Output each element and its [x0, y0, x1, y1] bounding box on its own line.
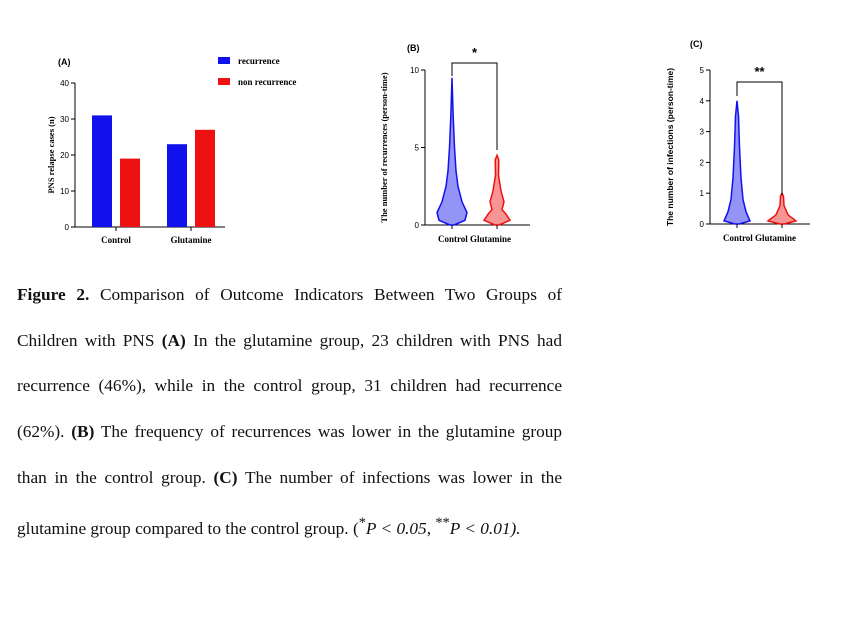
caption-b-label: (B): [71, 422, 95, 442]
significance-bracket: [451, 62, 498, 150]
panel-label: (C): [690, 39, 703, 49]
bar-control-non-recurrence: [120, 158, 140, 227]
y-tick-label: 0: [415, 221, 420, 230]
y-tick-label: 4: [700, 97, 705, 106]
violin-glutamine: [766, 191, 798, 225]
caption-b-text: The frequency of recurrences was lower i…: [17, 422, 563, 487]
caption-c-text: The number of infections was lower in th…: [17, 467, 562, 538]
caption-p1-text: P < 0.05,: [365, 518, 436, 538]
bar-glutamine-non-recurrence: [195, 129, 215, 227]
y-tick-label: 0: [700, 220, 705, 229]
significance-marker: *: [472, 45, 478, 60]
caption-p2-text: P < 0.01).: [449, 518, 521, 538]
bar-control-recurrence: [92, 115, 112, 227]
bar-glutamine-recurrence: [167, 144, 187, 227]
y-axis-title: The number of recurrences (person-time): [379, 72, 389, 222]
figure-caption: Figure 2. Comparison of Outcome Indicato…: [17, 272, 562, 551]
violin-control: [722, 100, 752, 225]
violin-chart-svg-c: (C) 0 1 2 3 4 5 The number of infections (perso…: [665, 39, 810, 243]
y-tick-label: 20: [60, 151, 69, 160]
y-axis-title: The number of infections (person-time): [665, 68, 675, 226]
violin-glutamine: [482, 153, 512, 226]
panel-label: (B): [407, 43, 420, 53]
x-tick-label: Control: [101, 235, 131, 245]
caption-p1-sup: *: [358, 514, 366, 531]
caption-c-label: (C): [213, 467, 238, 487]
caption-a-label: (A): [161, 330, 186, 350]
violin-control: [436, 77, 468, 226]
y-tick-label: 10: [410, 66, 419, 75]
caption-a-text: In the glutamine group, 23 children with…: [17, 330, 562, 442]
x-tick-labels: Control Glutamine: [438, 234, 511, 244]
x-tick-labels: Control Glutamine: [723, 233, 796, 243]
y-tick-label: 40: [60, 79, 69, 88]
y-tick-label: 10: [60, 187, 69, 196]
legend-label: non recurrence: [238, 77, 296, 87]
y-tick-label: 1: [700, 189, 705, 198]
legend-swatch: [218, 78, 230, 85]
violin-chart-svg-b: (B) 0 5 10 The number of recurrences (person…: [379, 43, 530, 244]
significance-bracket: [736, 81, 783, 195]
y-tick-label: 5: [700, 66, 705, 75]
caption-p2-sup: **: [435, 514, 450, 531]
bar-chart-svg: (A) 0 10 20 30 40 PNS relapse cases (n) Control…: [46, 56, 296, 245]
legend-label: recurrence: [238, 56, 280, 66]
violin-chart-panel-b: (B) 0 5 10 The number of recurrences (person…: [370, 30, 540, 270]
x-tick-label: Glutamine: [170, 235, 211, 245]
caption-figure-label: Figure 2.: [17, 285, 90, 304]
y-axis-title: PNS relapse cases (n): [46, 116, 56, 193]
y-tick-label: 3: [700, 128, 705, 137]
y-tick-label: 0: [65, 223, 70, 232]
bar-chart-panel-a: (A) 0 10 20 30 40 PNS relapse cases (n) Control…: [40, 40, 340, 270]
y-tick-label: 2: [700, 158, 705, 167]
panel-label-a: (A): [58, 57, 71, 67]
violin-chart-panel-c: (C) 0 1 2 3 4 5 The number of infections (perso…: [660, 25, 830, 265]
y-tick-label: 30: [60, 115, 69, 124]
y-tick-label: 5: [415, 144, 420, 153]
significance-marker: **: [754, 64, 765, 79]
legend-swatch: [218, 57, 230, 64]
caption-title: Comparison of Outcome Indicators Between…: [17, 285, 563, 350]
